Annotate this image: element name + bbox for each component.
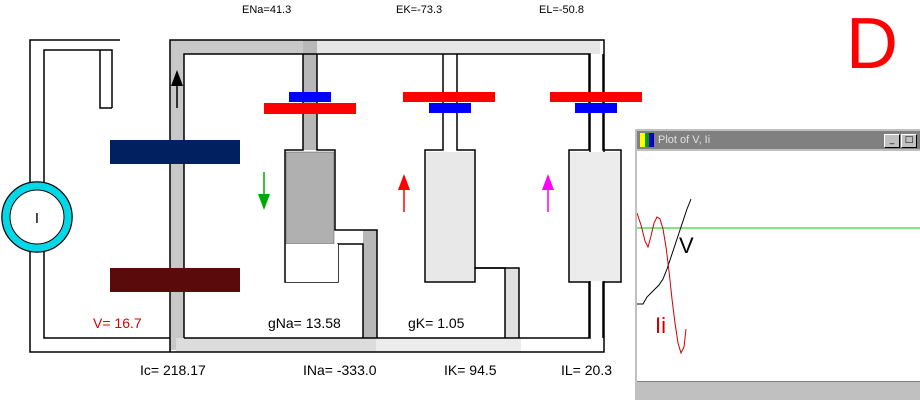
wire-k-right <box>456 54 520 338</box>
plot-area: V Ii <box>637 151 920 381</box>
current-source-label: I <box>35 210 39 227</box>
plot-titlebar[interactable]: Plot of V, Ii _ □ <box>637 131 920 149</box>
arrow-il <box>542 174 554 212</box>
flow-band-top <box>170 40 310 54</box>
arrow-ina-head <box>258 194 270 210</box>
k-battery <box>403 92 495 113</box>
arrow-ic-head <box>171 70 183 86</box>
wire-left-inner <box>43 49 170 339</box>
wire-l-left <box>568 54 590 338</box>
flow-band-top-right <box>310 40 600 54</box>
plot-canvas <box>637 198 920 355</box>
il-label: IL= 20.3 <box>561 362 612 378</box>
minimize-button[interactable]: _ <box>884 134 900 148</box>
wire-l-right <box>602 54 622 338</box>
current-source-ring-cyan <box>2 182 72 252</box>
flow-band-bottom-right <box>376 338 521 352</box>
ik-label: IK= 94.5 <box>444 362 497 378</box>
panel-letter: D <box>846 4 898 84</box>
ina-label: INa= -333.0 <box>303 362 377 378</box>
na-resistor-fill <box>285 151 335 245</box>
arrow-ik-head <box>398 174 410 190</box>
k-battery-long-plate <box>403 92 495 102</box>
arrow-ic <box>171 70 183 108</box>
v-trace <box>637 198 692 305</box>
l-resistor-fill <box>570 152 620 281</box>
na-battery-short-plate <box>289 92 331 102</box>
wire-top-inner <box>183 53 591 339</box>
wire-left-stub <box>99 50 112 109</box>
app-icon <box>640 133 655 147</box>
arrow-il-head <box>542 174 554 190</box>
current-flow-bands <box>170 40 600 352</box>
v-trace-label: V <box>679 233 694 258</box>
gna-label: gNa= 13.58 <box>268 315 341 331</box>
plot-scrollbar[interactable] <box>637 381 920 398</box>
l-battery-short-plate <box>575 103 617 113</box>
na-resistor-empty <box>286 244 338 282</box>
arrow-ina <box>258 172 270 210</box>
l-battery-long-plate <box>550 92 642 102</box>
v-label: V= 16.7 <box>93 315 142 331</box>
ic-label: Ic= 218.17 <box>140 362 206 378</box>
current-source-ring-inner <box>9 189 65 245</box>
i-trace-label: Ii <box>655 313 666 338</box>
na-battery <box>264 92 356 114</box>
membrane-capacitor-bottom-plate <box>110 268 240 292</box>
na-battery-long-plate <box>264 103 356 114</box>
flow-band-na-lower <box>363 230 377 352</box>
arrow-ik <box>398 174 410 212</box>
wire-top-outer <box>169 39 605 353</box>
ek-label: EK=-73.3 <box>396 4 443 16</box>
flow-band-k-lower <box>505 268 519 352</box>
flow-band-bottom <box>176 338 376 352</box>
wire-na-right <box>316 54 378 338</box>
current-source: I <box>1 181 73 253</box>
el-label: EL=-50.8 <box>539 4 584 16</box>
ena-label: ENa=41.3 <box>242 4 292 16</box>
k-resistor-fill <box>426 152 474 281</box>
maximize-button[interactable]: □ <box>901 134 917 148</box>
membrane-capacitor-top-plate <box>110 140 240 164</box>
k-battery-short-plate <box>429 103 471 113</box>
l-battery <box>550 92 642 113</box>
plot-window[interactable]: Plot of V, Ii _ □ V Ii <box>633 127 920 400</box>
plot-title: Plot of V, Ii <box>658 134 711 146</box>
gk-label: gK= 1.05 <box>408 315 465 331</box>
i-trace <box>637 212 687 355</box>
